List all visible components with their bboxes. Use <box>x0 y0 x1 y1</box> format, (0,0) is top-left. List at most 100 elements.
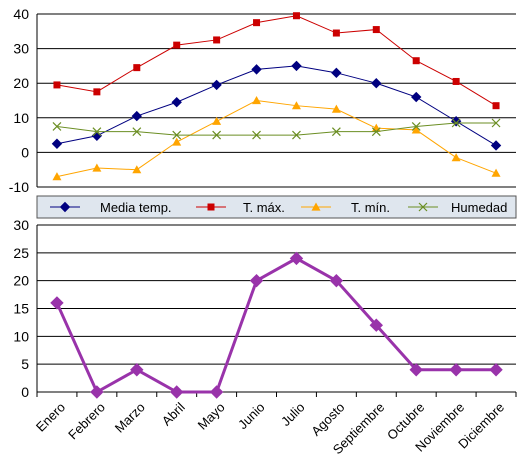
top-series-line <box>56 99 497 178</box>
top-y-tick-label: 0 <box>21 144 29 160</box>
x-tick-label: Junio <box>235 400 268 433</box>
top-series-point <box>133 64 141 72</box>
top-series-point <box>451 153 461 162</box>
chart-legend: Media temp. T. máx. T. mín. Humedad <box>36 195 517 219</box>
top-series-point <box>51 138 63 149</box>
legend-label: Humedad <box>451 200 507 215</box>
top-series-point <box>291 60 302 72</box>
top-series-point <box>211 79 222 91</box>
top-series-point <box>492 102 500 110</box>
top-series-point <box>132 127 142 137</box>
top-series-point <box>331 67 342 79</box>
legend-swatch-marker <box>311 202 321 211</box>
top-series-point <box>52 122 62 131</box>
top-series-line <box>56 122 497 136</box>
top-series-point-stroke-b <box>411 122 421 131</box>
bottom-y-tick-label: 5 <box>21 356 29 372</box>
bottom-y-tick-label: 30 <box>13 217 29 233</box>
bottom-series-line <box>55 256 497 395</box>
bottom-y-tick-label: 20 <box>13 273 29 289</box>
top-series-point-stroke-b <box>491 118 501 128</box>
bottom-series-point <box>50 296 64 310</box>
x-tick-label: Enero <box>33 400 68 435</box>
bottom-series-point <box>130 363 144 377</box>
top-series-point-stroke-b <box>172 130 182 140</box>
top-series-point <box>452 77 460 85</box>
legend-label: T. máx. <box>243 200 285 215</box>
x-tick-label: Marzo <box>112 400 148 436</box>
top-series-point <box>212 116 222 125</box>
top-series-point <box>252 130 261 140</box>
bottom-series-point <box>449 363 463 377</box>
top-y-tick-label: 10 <box>13 110 29 126</box>
x-tick-label: Abril <box>159 399 188 428</box>
bottom-series-point <box>90 385 104 399</box>
top-series-point <box>92 163 102 172</box>
top-series-point <box>251 64 262 75</box>
top-series-point <box>172 137 182 146</box>
top-series-point <box>291 101 301 110</box>
top-series-point <box>92 127 102 137</box>
bottom-y-tick-label: 10 <box>13 328 29 344</box>
x-tick-label: Mayo <box>195 400 228 433</box>
top-series-point <box>53 81 61 89</box>
x-tick-label: Agosto <box>308 400 347 439</box>
top-series-point-stroke-b <box>331 127 341 137</box>
top-series-point <box>490 140 502 151</box>
bottom-y-tick-label: 25 <box>13 245 29 261</box>
top-series-point <box>491 168 501 177</box>
top-series-point <box>253 19 261 27</box>
top-series-point <box>292 12 300 20</box>
top-series-point-stroke-b <box>92 127 102 137</box>
top-y-tick-label: -10 <box>9 179 29 195</box>
legend-box <box>36 195 517 219</box>
legend-swatch-marker <box>207 203 215 211</box>
top-series-point <box>91 130 103 141</box>
top-series-point <box>331 104 341 113</box>
top-series-point <box>171 97 182 108</box>
top-series-point-stroke-b <box>292 130 301 140</box>
top-series-point <box>371 77 382 89</box>
top-series-point <box>372 26 380 34</box>
top-series-point <box>212 130 222 140</box>
legend-swatch-marker-stroke-b <box>418 202 428 212</box>
bottom-y-tick-label: 0 <box>21 384 29 400</box>
top-y-tick-label: 30 <box>13 41 29 57</box>
top-series-point <box>292 130 301 140</box>
top-series-line <box>56 65 497 146</box>
legend-label: Media temp. <box>100 200 172 215</box>
top-y-tick-label: 20 <box>13 75 29 91</box>
legend-swatch-marker <box>59 201 71 213</box>
top-series-point <box>411 125 421 134</box>
top-series-point-stroke-b <box>252 130 261 140</box>
top-series-point <box>371 127 381 137</box>
bottom-series-point <box>489 363 503 377</box>
top-series-point-stroke-b <box>52 122 62 131</box>
top-series-point <box>252 96 262 105</box>
top-series-point <box>213 36 221 44</box>
bottom-y-tick-label: 15 <box>13 301 29 317</box>
top-series-point <box>132 165 142 174</box>
top-series-point-stroke-b <box>451 118 461 128</box>
bottom-series-point <box>289 251 304 266</box>
top-series-point <box>411 91 422 103</box>
top-series-point-stroke-b <box>371 127 381 137</box>
top-y-tick-label: 40 <box>13 6 29 22</box>
top-line-chart: -10 0 10 20 30 40 <box>9 6 516 195</box>
x-tick-label: Julio <box>278 400 308 430</box>
top-series-point <box>172 130 182 140</box>
bottom-series-point <box>369 318 383 332</box>
top-series-point <box>331 127 341 137</box>
top-series-point <box>52 172 62 181</box>
top-series-point-stroke-b <box>212 130 222 140</box>
legend-label: T. mín. <box>351 200 390 215</box>
top-series-point <box>173 41 181 49</box>
x-tick-label: Febrero <box>65 400 108 443</box>
top-series-point <box>131 110 142 122</box>
top-series-point <box>411 122 421 131</box>
bottom-series-point <box>170 385 184 399</box>
bottom-series-point <box>409 363 423 377</box>
top-series-point <box>491 118 501 128</box>
